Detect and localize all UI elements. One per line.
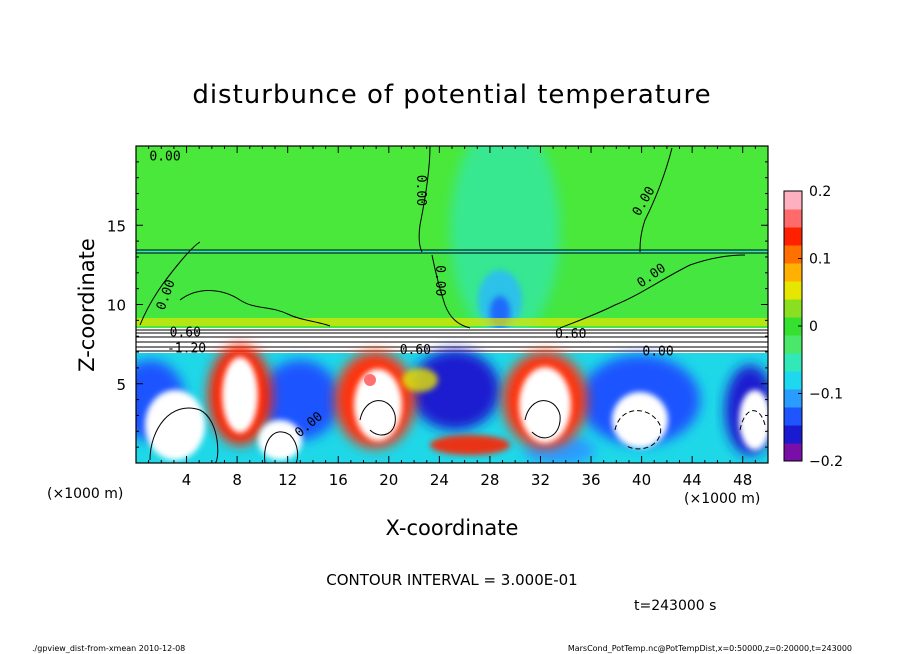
colorbar-swatch [784,353,802,372]
x-tick-label: 24 [430,471,449,489]
x-tick-label: 28 [480,471,499,489]
x-tick-label: 40 [632,471,651,489]
contour-interval-text: CONTOUR INTERVAL = 3.000E-01 [326,571,577,589]
colorbar-swatch [784,299,802,318]
x-tick-label: 44 [683,471,702,489]
contour-label: 0.60 [555,327,586,342]
x-tick-label: 12 [278,471,297,489]
colorbar-swatch [784,263,802,282]
x-tick-label: 48 [733,471,752,489]
colorbar-tick-label: −0.2 [809,454,843,470]
contour-label: 0.60 [400,343,431,358]
colorbar-swatch [784,245,802,264]
colorbar: 0.2 0.1 0 −0.1 −0.2 [783,184,843,470]
colorbar-swatch [784,443,802,462]
x-tick-label: 4 [182,471,192,489]
chart-title: disturbunce of potential temperature [192,80,711,110]
x-tick-label: 8 [232,471,242,489]
colorbar-tick-label: 0.2 [809,184,831,200]
colorbar-swatch [784,317,802,336]
colorbar-swatch [784,281,802,300]
y-axis-label: Z-coordinate [75,238,99,372]
colorbar-swatch [784,227,802,246]
contour-label: 0.00 [413,175,428,206]
x-axis: 4 8 12 16 20 24 28 32 36 40 44 48 [135,146,769,489]
colorbar-tick-label: −0.1 [809,387,843,403]
colorbar-tick-label: 0 [809,319,818,335]
heatmap-field [136,146,768,463]
colorbar-swatch [784,371,802,390]
x-tick-label: 16 [329,471,348,489]
colorbar-swatch [784,191,802,210]
y-tick-label: 10 [107,297,126,315]
contour-label: -1.20 [167,341,206,356]
y-tick-label: 5 [116,376,126,394]
y-tick-label: 15 [107,217,126,235]
contour-label: 0.00 [642,345,673,360]
x-unit-label-right: (×1000 m) [684,491,760,507]
x-axis-label: X-coordinate [386,516,519,540]
x-unit-label-left: (×1000 m) [47,486,123,502]
footer-right: MarsCond_PotTemp.nc@PotTempDist,x=0:5000… [568,644,852,653]
contour-label: 0.60 [170,326,201,341]
time-label: t=243000 s [634,598,716,614]
contour-label: 0.00 [432,265,447,296]
colorbar-swatch [784,389,802,408]
colorbar-swatch [784,425,802,444]
colorbar-swatch [784,209,802,228]
footer-left: ./gpview_dist-from-xmean 2010-12-08 [32,644,185,653]
x-tick-label: 20 [379,471,398,489]
x-tick-label: 36 [581,471,600,489]
colorbar-tick-label: 0.1 [809,252,831,268]
colorbar-swatch [784,335,802,354]
x-tick-label: 32 [531,471,550,489]
colorbar-swatch [784,407,802,426]
y-axis: 5 10 15 [107,145,768,464]
contour-label: 0.00 [149,150,180,165]
